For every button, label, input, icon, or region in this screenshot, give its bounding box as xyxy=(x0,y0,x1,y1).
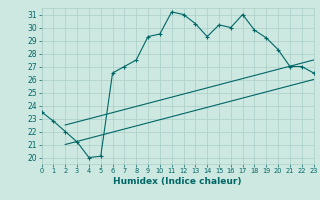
X-axis label: Humidex (Indice chaleur): Humidex (Indice chaleur) xyxy=(113,177,242,186)
